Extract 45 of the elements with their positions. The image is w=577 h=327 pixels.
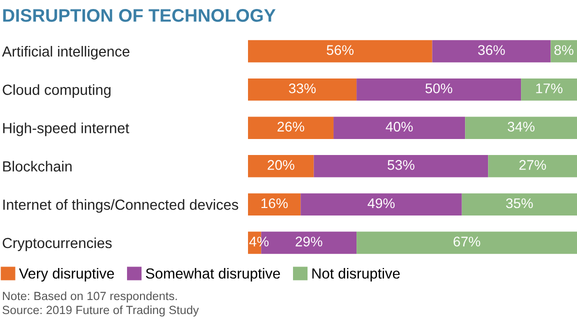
y-tick-label: Internet of things/Connected devices bbox=[3, 199, 238, 213]
data-label: 26% bbox=[278, 122, 304, 132]
chart-title: DISRUPTION OF TECHNOLOGY bbox=[3, 9, 276, 22]
y-tick-label: Artificial intelligence bbox=[2, 46, 130, 60]
data-label: 35% bbox=[506, 198, 533, 208]
data-label: 50% bbox=[425, 83, 452, 94]
bar bbox=[488, 155, 577, 178]
source-note: Source: 2019 Future of Trading Study bbox=[2, 305, 199, 316]
bar bbox=[432, 40, 551, 62]
legend-label: Very disruptive bbox=[19, 268, 114, 282]
data-label: 56% bbox=[326, 45, 354, 55]
legend-label: Somewhat disruptive bbox=[146, 268, 280, 282]
text: Note: Based on 107 respondents. bbox=[2, 291, 177, 302]
bar bbox=[314, 155, 488, 178]
legend-label: Not disruptive bbox=[312, 268, 400, 282]
data-label: 8% bbox=[554, 45, 574, 55]
data-label: 49% bbox=[368, 198, 395, 208]
bar bbox=[248, 116, 334, 139]
bar bbox=[356, 78, 522, 101]
data-label: 17% bbox=[536, 84, 562, 94]
bar bbox=[462, 193, 577, 216]
data-label: 27% bbox=[519, 160, 546, 170]
data-label: 33% bbox=[288, 83, 316, 94]
data-label: 53% bbox=[388, 160, 414, 170]
y-tick-label: Cloud computing bbox=[2, 84, 110, 98]
bar bbox=[550, 40, 577, 62]
data-label: 34% bbox=[508, 122, 534, 132]
bar bbox=[248, 155, 314, 178]
bar bbox=[248, 78, 357, 101]
bar bbox=[248, 193, 301, 216]
bar bbox=[334, 116, 466, 139]
bar bbox=[300, 193, 462, 216]
y-tick-label: Cryptocurrencies bbox=[2, 237, 112, 252]
data-label: 40% bbox=[386, 122, 413, 132]
data-label: 67% bbox=[454, 236, 480, 246]
data-label: 16% bbox=[261, 198, 288, 208]
bar bbox=[248, 40, 432, 62]
bar bbox=[521, 78, 577, 101]
bar bbox=[356, 232, 577, 254]
bar bbox=[465, 116, 577, 139]
y-tick-label: High-speed internet bbox=[3, 122, 130, 136]
data-label: 20% bbox=[268, 160, 294, 170]
y-tick-label: Blockchain bbox=[3, 160, 72, 172]
data-label: 29% bbox=[296, 236, 322, 246]
data-label: 36% bbox=[478, 45, 505, 55]
